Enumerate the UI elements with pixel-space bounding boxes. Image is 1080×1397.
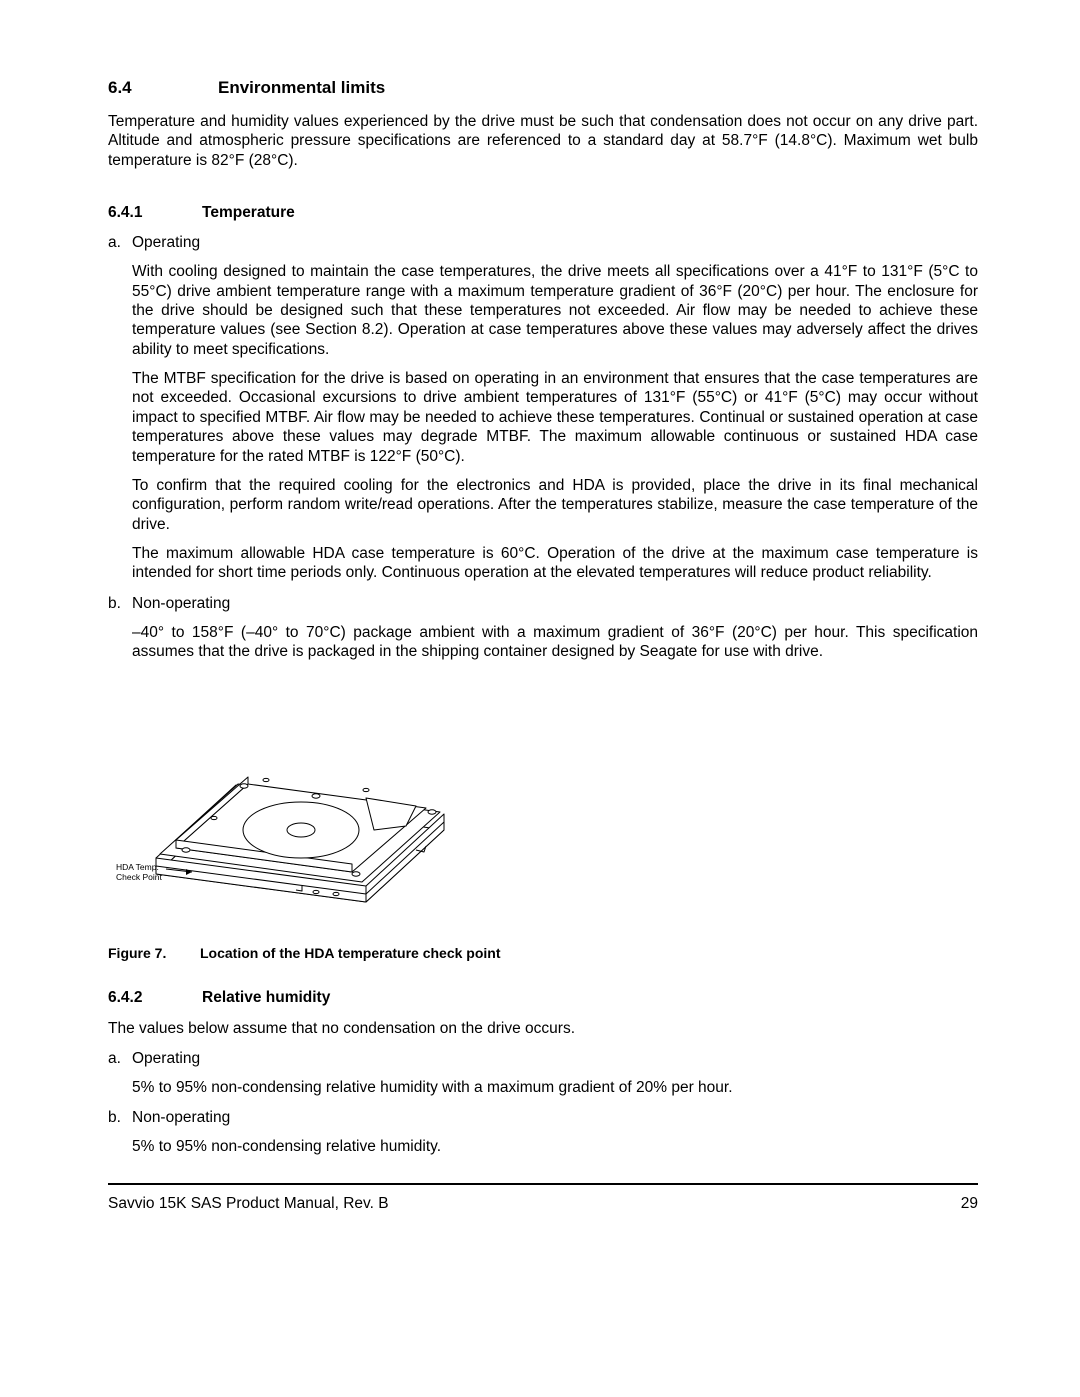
footer-page-number: 29: [961, 1195, 978, 1213]
para-641-a3: To confirm that the required cooling for…: [132, 476, 978, 534]
subsection-642-heading: 6.4.2 Relative humidity: [108, 989, 978, 1007]
figure-caption: Figure 7. Location of the HDA temperatur…: [108, 945, 978, 961]
list-marker: b.: [108, 1109, 132, 1127]
para-641-a1: With cooling designed to maintain the ca…: [132, 262, 978, 359]
list-marker: a.: [108, 1050, 132, 1068]
figure-diagram: HDA Temp. Check Point: [116, 680, 978, 917]
section-number: 6.4: [108, 78, 218, 98]
list-marker: b.: [108, 595, 132, 613]
list-head: Non-operating: [132, 595, 230, 613]
figure-label-line2: Check Point: [116, 872, 162, 882]
subsection-title: Relative humidity: [202, 989, 330, 1007]
list-item-642b: b. Non-operating: [108, 1109, 978, 1127]
page-footer: Savvio 15K SAS Product Manual, Rev. B 29: [108, 1183, 978, 1213]
subsection-title: Temperature: [202, 204, 295, 222]
list-head: Non-operating: [132, 1109, 230, 1127]
subsection-641-heading: 6.4.1 Temperature: [108, 204, 978, 222]
para-641-b1: –40° to 158°F (–40° to 70°C) package amb…: [132, 623, 978, 662]
subsection-number: 6.4.1: [108, 204, 202, 222]
list-item-a: a. Operating: [108, 234, 978, 252]
footer-left: Savvio 15K SAS Product Manual, Rev. B: [108, 1195, 389, 1213]
section-heading: 6.4 Environmental limits: [108, 78, 978, 98]
para-641-a4: The maximum allowable HDA case temperatu…: [132, 544, 978, 583]
para-642-a1: 5% to 95% non-condensing relative humidi…: [132, 1078, 978, 1097]
list-item-b: b. Non-operating: [108, 595, 978, 613]
list-item-642a: a. Operating: [108, 1050, 978, 1068]
list-head: Operating: [132, 1050, 200, 1068]
list-marker: a.: [108, 234, 132, 252]
section-title: Environmental limits: [218, 78, 385, 98]
figure-caption-num: Figure 7.: [108, 945, 200, 961]
para-642-b1: 5% to 95% non-condensing relative humidi…: [132, 1137, 978, 1156]
subsection-642-intro: The values below assume that no condensa…: [108, 1019, 978, 1038]
figure-caption-title: Location of the HDA temperature check po…: [200, 945, 501, 961]
footer-rule: [108, 1183, 978, 1185]
section-intro: Temperature and humidity values experien…: [108, 112, 978, 170]
list-head: Operating: [132, 234, 200, 252]
hard-drive-diagram-svg: HDA Temp. Check Point: [116, 680, 456, 912]
subsection-number: 6.4.2: [108, 989, 202, 1007]
figure-label-line1: HDA Temp.: [116, 862, 159, 872]
para-641-a2: The MTBF specification for the drive is …: [132, 369, 978, 466]
